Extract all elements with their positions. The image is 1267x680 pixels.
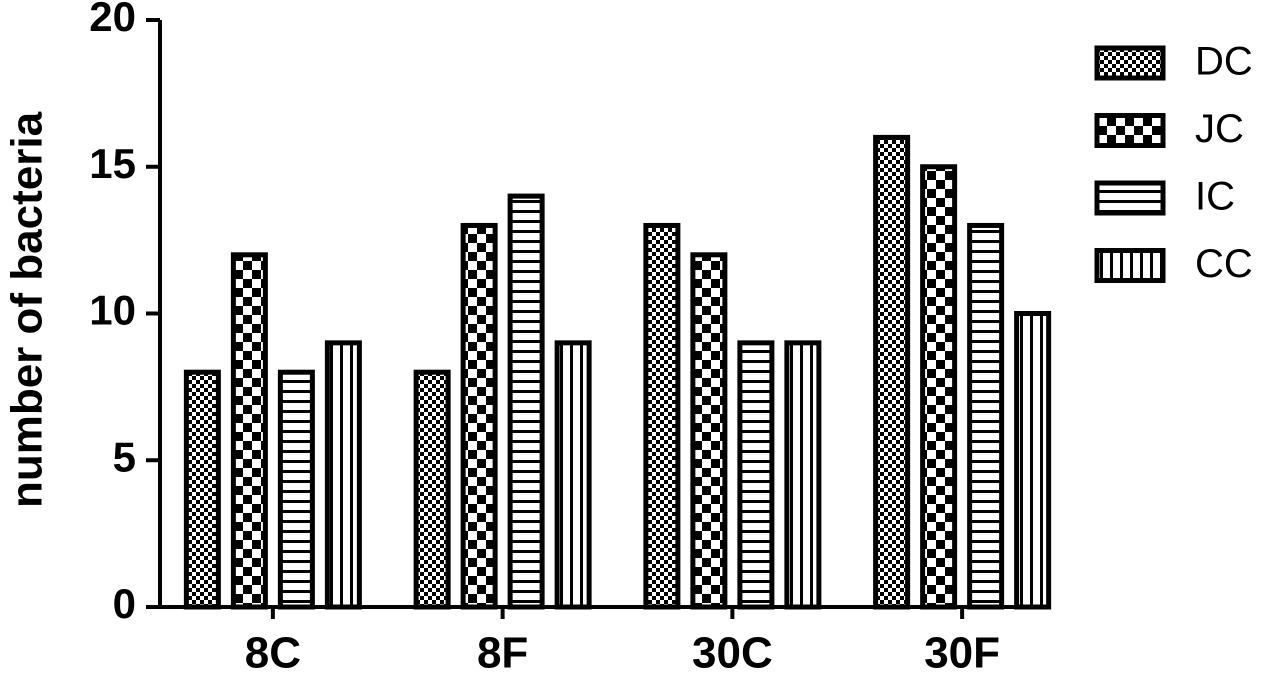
y-tick-label: 5: [113, 433, 136, 480]
bar: [690, 252, 728, 610]
bar: [230, 252, 268, 610]
y-axis-label: number of bacteria: [3, 111, 52, 508]
legend-swatch: [1094, 248, 1166, 283]
bar: [1014, 311, 1052, 610]
bar: [413, 369, 451, 610]
legend-swatch: [1094, 113, 1166, 148]
x-tick-label: 8F: [477, 629, 528, 678]
bar: [507, 193, 545, 610]
legend-label: DC: [1195, 40, 1253, 84]
bar: [324, 340, 362, 610]
bar: [460, 222, 498, 610]
bar: [967, 222, 1005, 610]
bar: [643, 222, 681, 610]
legend-swatch: [1094, 180, 1166, 216]
x-tick-label: 8C: [245, 629, 301, 678]
legend-label: IC: [1195, 175, 1235, 219]
legend-swatch: [1094, 45, 1166, 81]
bar: [737, 340, 775, 610]
bar: [873, 134, 911, 610]
legend-label: CC: [1195, 242, 1253, 286]
y-tick-label: 15: [89, 140, 136, 187]
y-tick-label: 0: [113, 580, 136, 627]
bar: [183, 369, 221, 610]
x-tick-label: 30C: [692, 629, 773, 678]
legend-label: JC: [1195, 107, 1244, 151]
bar: [554, 340, 592, 610]
bar: [784, 340, 822, 610]
y-tick-label: 20: [89, 0, 136, 40]
bar: [920, 164, 958, 610]
bar: [277, 369, 315, 610]
y-tick-label: 10: [89, 287, 136, 334]
x-tick-label: 30F: [924, 629, 1000, 678]
